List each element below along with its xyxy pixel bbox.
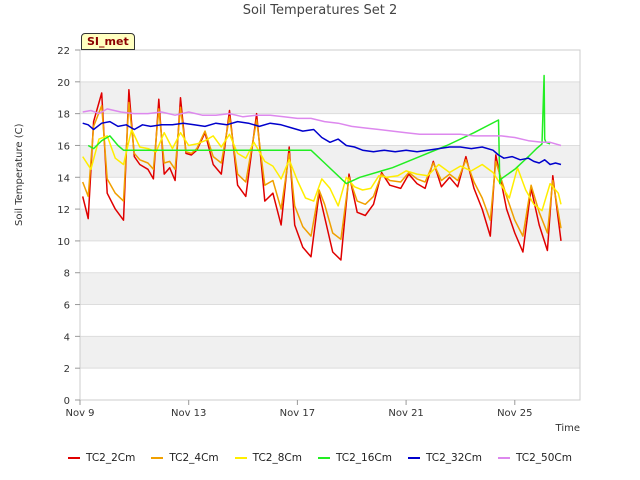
legend-label: TC2_2Cm xyxy=(86,452,136,464)
legend-swatch xyxy=(151,457,164,459)
y-tick-label: 10 xyxy=(57,237,70,248)
y-tick-label: 2 xyxy=(64,364,70,375)
series-line-tc2-8cm xyxy=(82,128,562,212)
x-tick-label: Nov 9 xyxy=(65,408,94,419)
series-line-tc2-16cm xyxy=(87,74,551,185)
y-tick-label: 20 xyxy=(57,78,70,89)
legend-item: TC2_50Cm xyxy=(497,452,572,464)
x-tick-label: Nov 13 xyxy=(171,408,206,419)
legend-swatch xyxy=(68,457,81,459)
y-tick-label: 8 xyxy=(64,269,70,280)
y-tick-label: 12 xyxy=(57,205,70,216)
series-line-tc2-2cm xyxy=(81,89,562,261)
x-tick-label: Nov 17 xyxy=(280,408,315,419)
legend-item: TC2_32Cm xyxy=(407,452,482,464)
y-tick-label: 0 xyxy=(64,396,70,407)
legend-label: TC2_16Cm xyxy=(335,452,392,464)
background-band xyxy=(80,336,580,369)
y-axis-ticks: 0 2 4 6 8 10 12 14 16 18 20 22 xyxy=(57,46,80,407)
legend-item: TC2_2Cm xyxy=(68,452,135,464)
x-tick-label: Nov 21 xyxy=(388,408,423,419)
legend-item: TC2_4Cm xyxy=(151,452,219,464)
legend-swatch xyxy=(234,457,247,459)
site-badge: SI_met xyxy=(81,33,135,50)
legend-label: TC2_32Cm xyxy=(425,452,482,464)
plot-frame xyxy=(79,49,581,401)
x-axis-ticks: Nov 9 Nov 13 Nov 17 Nov 21 Nov 25 xyxy=(65,400,532,419)
y-tick-label: 4 xyxy=(64,332,70,343)
series-lines xyxy=(81,74,562,261)
legend-swatch xyxy=(497,457,510,459)
y-tick-label: 6 xyxy=(64,301,70,312)
legend-item: TC2_16Cm xyxy=(317,452,392,464)
y-tick-label: 16 xyxy=(57,141,70,152)
y-tick-label: 18 xyxy=(57,110,70,121)
chart-title: Soil Temperatures Set 2 xyxy=(242,3,398,18)
legend-item: TC2_8Cm xyxy=(234,452,302,464)
legend-label: TC2_4Cm xyxy=(169,452,219,464)
legend-swatch xyxy=(407,457,420,459)
series-line-tc2-50cm xyxy=(82,108,562,147)
y-tick-label: 14 xyxy=(57,173,70,184)
legend: TC2_2Cm TC2_4Cm TC2_8Cm TC2_16Cm TC2_32Cm TC2… xyxy=(0,452,640,464)
x-tick-label: Nov 25 xyxy=(497,408,532,419)
series-line-tc2-32cm xyxy=(82,120,562,166)
legend-label: TC2_50Cm xyxy=(515,452,572,464)
series-line-tc2-4cm xyxy=(81,101,562,241)
legend-label: TC2_8Cm xyxy=(252,452,302,464)
background-band xyxy=(80,81,580,114)
y-tick-label: 22 xyxy=(57,46,70,57)
legend-swatch xyxy=(317,457,330,459)
background-band xyxy=(80,272,580,305)
x-axis-label: Time xyxy=(555,423,580,434)
y-axis-label: Soil Temperature (C) xyxy=(14,123,25,226)
